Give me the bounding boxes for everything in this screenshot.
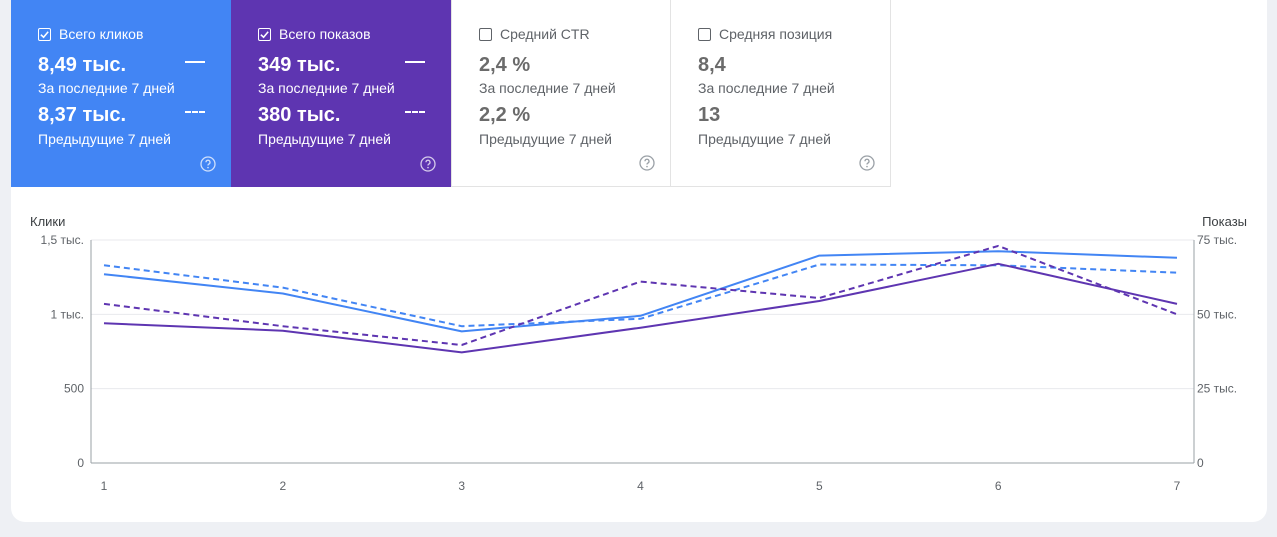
previous-value: 8,37 тыс. bbox=[38, 104, 127, 126]
chart-grid bbox=[90, 239, 1195, 464]
help-circle-icon[interactable] bbox=[859, 155, 875, 171]
legend-solid-line-icon bbox=[185, 61, 205, 63]
y-right-tick-label: 50 тыс. bbox=[1197, 307, 1237, 321]
legend-solid-line-icon bbox=[405, 61, 425, 63]
checkbox-unchecked-icon[interactable] bbox=[479, 27, 492, 41]
previous-value: 380 тыс. bbox=[258, 104, 341, 126]
previous-period-label: Предыдущие 7 дней bbox=[698, 131, 831, 147]
checkbox-unchecked-icon[interactable] bbox=[698, 27, 711, 41]
tile-average-position[interactable]: Средняя позиция 8,4 За последние 7 дней … bbox=[671, 0, 891, 187]
y-left-tick-label: 1,5 тыс. bbox=[41, 233, 84, 247]
previous-period-label: Предыдущие 7 дней bbox=[479, 131, 612, 147]
chart-labels: 0 500 1 тыс. 1,5 тыс. 0 25 тыс. 50 тыс. 75 тыс.… bbox=[30, 214, 1247, 493]
current-period-label: За последние 7 дней bbox=[479, 80, 616, 96]
x-tick-label: 7 bbox=[1174, 479, 1181, 493]
x-tick-label: 5 bbox=[816, 479, 823, 493]
series-line-right-solid bbox=[103, 262, 1178, 354]
legend-dashed-line-icon bbox=[185, 111, 205, 113]
y-left-tick-label: 500 bbox=[64, 382, 84, 396]
checkbox-checked-icon[interactable] bbox=[38, 27, 51, 41]
y-right-tick-label: 25 тыс. bbox=[1197, 382, 1237, 396]
tile-label: Средний CTR bbox=[500, 26, 590, 42]
current-period-label: За последние 7 дней bbox=[38, 80, 175, 96]
x-tick-label: 3 bbox=[458, 479, 465, 493]
previous-value: 13 bbox=[698, 104, 721, 126]
y-left-tick-label: 0 bbox=[77, 456, 84, 470]
x-tick-label: 4 bbox=[637, 479, 644, 493]
tile-total-impressions[interactable]: Всего показов 349 тыс. За последние 7 дн… bbox=[231, 0, 451, 187]
help-circle-icon[interactable] bbox=[200, 156, 216, 172]
tile-header[interactable]: Средняя позиция bbox=[698, 26, 832, 42]
current-value: 2,4 % bbox=[479, 54, 531, 76]
legend-dashed-line-icon bbox=[405, 111, 425, 113]
tile-header[interactable]: Средний CTR bbox=[479, 26, 590, 42]
y-left-axis-title: Клики bbox=[30, 214, 65, 229]
y-right-tick-label: 75 тыс. bbox=[1197, 233, 1237, 247]
current-period-label: За последние 7 дней bbox=[258, 80, 395, 96]
y-left-tick-label: 1 тыс. bbox=[51, 307, 84, 321]
current-value: 8,49 тыс. bbox=[38, 54, 127, 76]
tile-header[interactable]: Всего кликов bbox=[38, 26, 143, 42]
series-line-left-dashed bbox=[103, 263, 1178, 328]
tile-label: Средняя позиция bbox=[719, 26, 833, 42]
tile-total-clicks[interactable]: Всего кликов 8,49 тыс. За последние 7 дн… bbox=[11, 0, 231, 187]
metric-tiles: Всего кликов 8,49 тыс. За последние 7 дн… bbox=[11, 0, 891, 187]
x-tick-label: 6 bbox=[995, 479, 1002, 493]
help-circle-icon[interactable] bbox=[639, 155, 655, 171]
current-value: 8,4 bbox=[698, 54, 726, 76]
chart-series bbox=[103, 244, 1178, 354]
x-tick-label: 2 bbox=[279, 479, 286, 493]
series-line-right-dashed bbox=[103, 244, 1178, 346]
tile-label: Всего кликов bbox=[59, 26, 144, 42]
checkbox-checked-icon[interactable] bbox=[258, 27, 271, 41]
tile-label: Всего показов bbox=[279, 26, 371, 42]
y-right-tick-label: 0 bbox=[1197, 456, 1204, 470]
current-value: 349 тыс. bbox=[258, 54, 341, 76]
current-period-label: За последние 7 дней bbox=[698, 80, 835, 96]
tile-header[interactable]: Всего показов bbox=[258, 26, 371, 42]
previous-period-label: Предыдущие 7 дней bbox=[38, 131, 171, 147]
help-circle-icon[interactable] bbox=[420, 156, 436, 172]
y-right-axis-title: Показы bbox=[1202, 214, 1247, 229]
x-tick-label: 1 bbox=[101, 479, 108, 493]
previous-period-label: Предыдущие 7 дней bbox=[258, 131, 391, 147]
series-line-left-solid bbox=[103, 250, 1178, 333]
tile-average-ctr[interactable]: Средний CTR 2,4 % За последние 7 дней 2,… bbox=[451, 0, 671, 187]
previous-value: 2,2 % bbox=[479, 104, 531, 126]
